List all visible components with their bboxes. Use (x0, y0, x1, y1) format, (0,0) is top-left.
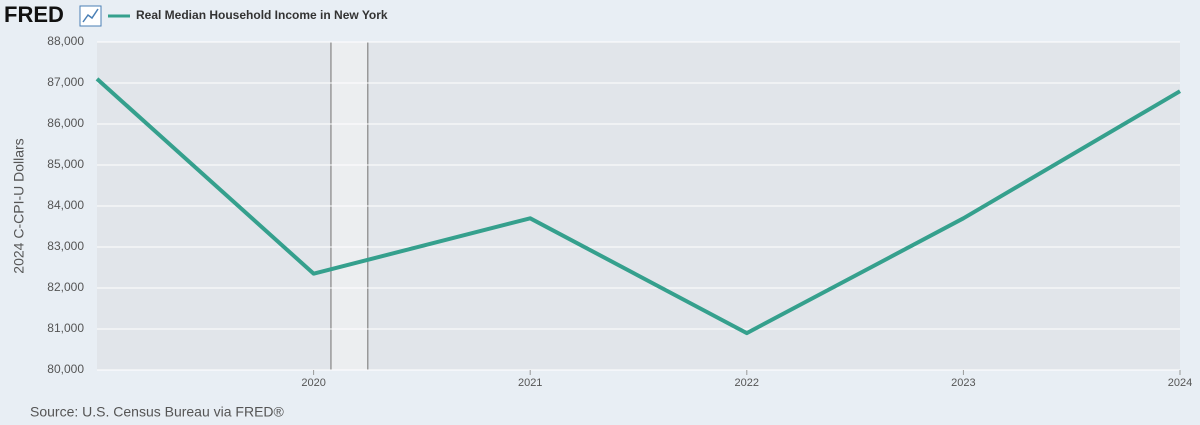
y-tick-label: 84,000 (47, 198, 84, 212)
legend-label: Real Median Household Income in New York (136, 8, 388, 22)
x-tick-label: 2021 (518, 377, 542, 389)
x-tick-label: 2024 (1168, 377, 1192, 389)
y-tick-label: 82,000 (47, 280, 84, 294)
logo-icon (79, 5, 102, 27)
y-tick-label: 87,000 (47, 75, 84, 89)
x-tick-label: 2020 (301, 377, 325, 389)
source: Source: U.S. Census Bureau via FRED® (30, 404, 285, 420)
x-tick-label: 2022 (735, 377, 759, 389)
logo: FRED (4, 2, 64, 27)
x-tick-label: 2023 (951, 377, 975, 389)
y-tick-label: 83,000 (47, 239, 84, 253)
y-tick-label: 86,000 (47, 116, 84, 130)
y-tick-label: 81,000 (47, 321, 84, 335)
y-tick-label: 80,000 (47, 362, 84, 376)
y-tick-label: 88,000 (47, 34, 84, 48)
y-axis-label: 2024 C-CPI-U Dollars (11, 138, 27, 273)
data-line (95, 77, 1182, 336)
y-tick-label: 85,000 (47, 157, 84, 171)
